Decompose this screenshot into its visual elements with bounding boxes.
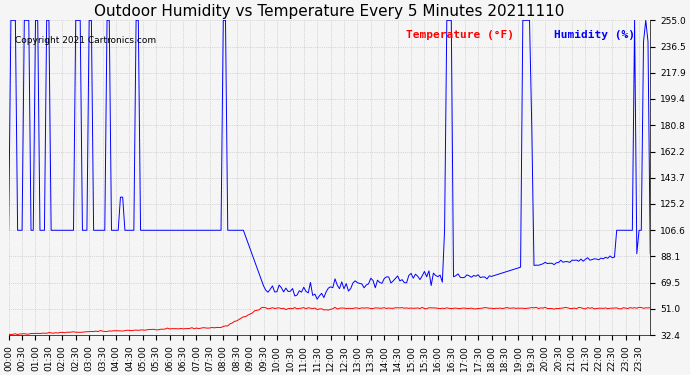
Text: Temperature (°F): Temperature (°F)	[406, 30, 515, 40]
Title: Outdoor Humidity vs Temperature Every 5 Minutes 20211110: Outdoor Humidity vs Temperature Every 5 …	[95, 4, 564, 19]
Text: Copyright 2021 Cartronics.com: Copyright 2021 Cartronics.com	[15, 36, 156, 45]
Text: Humidity (%): Humidity (%)	[554, 30, 635, 40]
